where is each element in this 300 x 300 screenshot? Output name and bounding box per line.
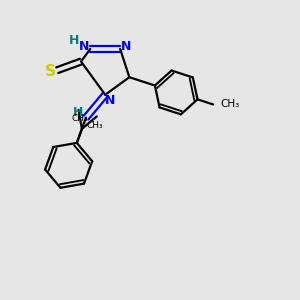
Text: CH₃: CH₃ bbox=[87, 121, 104, 130]
Text: H: H bbox=[73, 106, 83, 119]
Text: N: N bbox=[104, 94, 115, 107]
Text: CH₃: CH₃ bbox=[220, 99, 240, 110]
Text: N: N bbox=[79, 40, 89, 53]
Text: CH₃: CH₃ bbox=[72, 114, 88, 123]
Text: N: N bbox=[121, 40, 131, 53]
Text: H: H bbox=[69, 34, 79, 47]
Text: S: S bbox=[45, 64, 56, 79]
